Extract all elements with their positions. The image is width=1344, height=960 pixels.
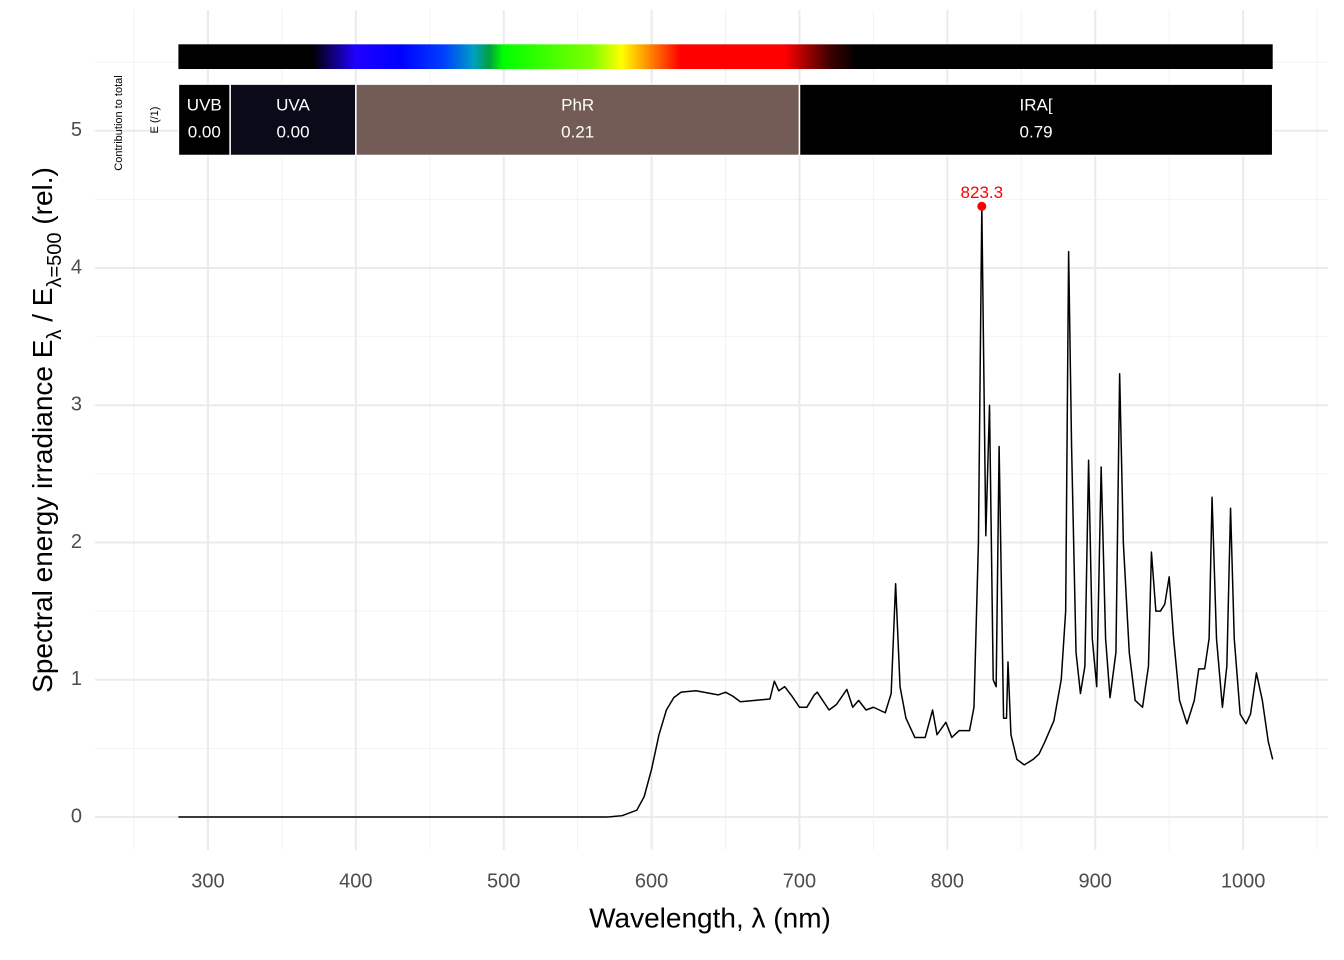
- x-tick-label: 700: [783, 870, 816, 892]
- y-axis-label-part: (rel.): [27, 167, 58, 232]
- y-axis-label-part: Spectral energy irradiance E: [27, 340, 58, 693]
- y-axis-label-part: λ=500: [44, 232, 66, 287]
- x-tick-label: 500: [487, 870, 520, 892]
- x-axis-label: Wavelength, λ (nm): [589, 902, 831, 933]
- spectrum-bar: [178, 44, 1273, 70]
- band: [229, 83, 357, 157]
- x-tick-label: 900: [1079, 870, 1112, 892]
- y-tick-label: 2: [71, 531, 82, 553]
- peak-label: 823.3: [961, 183, 1004, 202]
- x-tick-label: 800: [931, 870, 964, 892]
- y-axis-label: Spectral energy irradiance Eλ / Eλ=500 (…: [27, 167, 66, 693]
- side-label: Contribution to total: [113, 75, 125, 170]
- x-tick-label: 1000: [1221, 870, 1266, 892]
- band-value: 0.00: [276, 123, 309, 142]
- band-value: 0.79: [1020, 123, 1053, 142]
- band-name: IRA[: [1020, 96, 1053, 115]
- y-tick-label: 5: [71, 119, 82, 141]
- spectrum-line: [178, 205, 1274, 818]
- band-value: 0.00: [188, 123, 221, 142]
- x-tick-label: 400: [339, 870, 372, 892]
- y-axis-label-part: λ: [44, 330, 66, 340]
- y-tick-label: 3: [71, 394, 82, 416]
- y-tick-label: 0: [71, 805, 82, 827]
- band-name: UVB: [187, 96, 222, 115]
- peak-point: [977, 201, 987, 211]
- band: [355, 83, 801, 157]
- y-axis-label-part: / E: [27, 288, 58, 330]
- x-tick-label: 300: [191, 870, 224, 892]
- x-tick-label: 600: [635, 870, 668, 892]
- side-label: E (/1): [149, 107, 161, 134]
- band-name: UVA: [276, 96, 310, 115]
- y-tick-label: 4: [71, 256, 82, 278]
- band-value: 0.21: [561, 123, 594, 142]
- band-name: PhR: [561, 96, 594, 115]
- y-tick-label: 1: [71, 668, 82, 690]
- band: [798, 83, 1274, 157]
